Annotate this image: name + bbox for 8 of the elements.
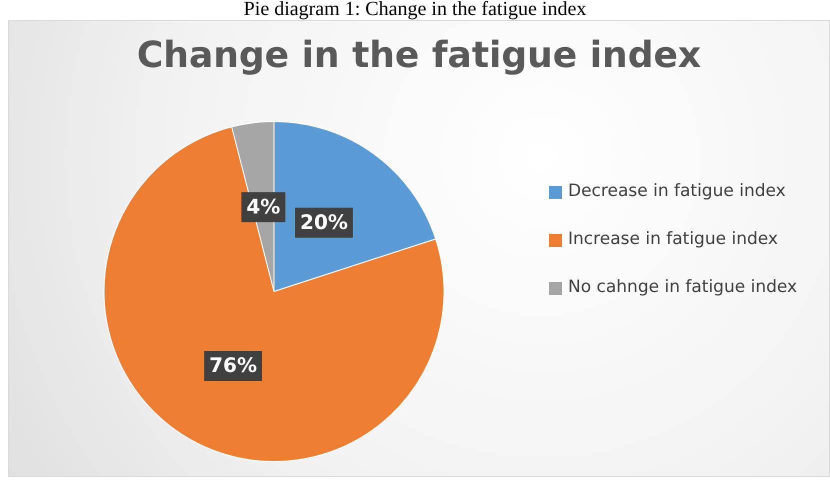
slice-label: Increase in fatigue index xyxy=(568,229,779,249)
data-label: 4% xyxy=(246,194,280,218)
data-label: 76% xyxy=(209,353,257,378)
legend-label: No cahnge in fatigue index xyxy=(568,277,798,297)
chart-title: Change in the fatigue index xyxy=(136,35,702,76)
data-label: 20% xyxy=(300,210,348,234)
legend-label: Decrease in fatigue index xyxy=(568,181,787,201)
text: Pie diagram 1: Change in the fatigue index xyxy=(242,0,588,21)
